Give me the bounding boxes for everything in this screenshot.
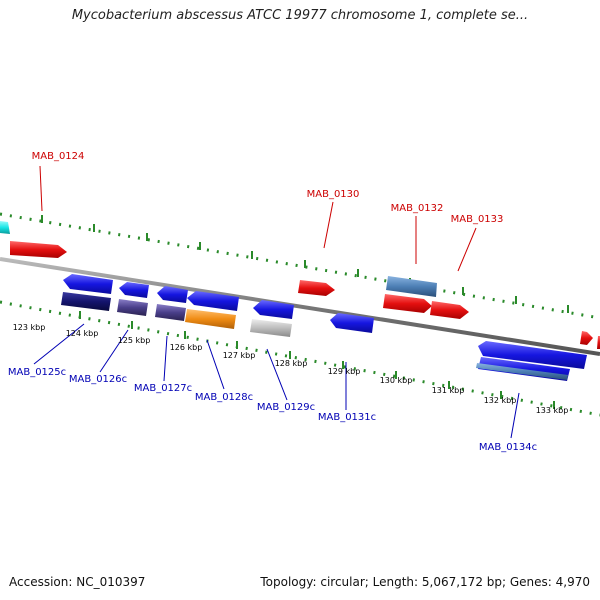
tick-label: 125 kbp [118, 336, 151, 345]
tick-label: 129 kbp [328, 367, 361, 376]
gene-label-forward[interactable]: MAB_0124 [32, 151, 85, 162]
tick-label: 124 kbp [66, 329, 99, 338]
gene-arrow-mab-0134c-steel[interactable] [476, 363, 568, 380]
gene-arrow-mab-0127c-slate[interactable] [155, 304, 186, 321]
gene-label-reverse[interactable]: MAB_0127c [134, 383, 192, 394]
gene-arrow-mab-0130[interactable] [298, 280, 335, 296]
gene-arrow-mab-0128c-orange[interactable] [185, 309, 236, 329]
gene-arrow-mab-0126c[interactable] [119, 282, 149, 298]
gene-arrow-mab-0125c-navy[interactable] [61, 292, 111, 311]
gene-arrow-right-edge-1[interactable] [580, 331, 593, 345]
tick-label: 127 kbp [223, 351, 256, 360]
gene-arrow-mab-0132-steel[interactable] [386, 276, 437, 297]
gene-label-forward[interactable]: MAB_0133 [451, 214, 504, 225]
gene-arrow-mab-0126c-slate[interactable] [117, 299, 148, 316]
reverse-track-ticks [79, 311, 555, 409]
map-title: Mycobacterium abscessus ATCC 19977 chrom… [71, 8, 529, 23]
reverse-leader-lines [33, 323, 520, 439]
tick-label: 126 kbp [170, 343, 203, 352]
gene-arrow-mab-0133[interactable] [430, 301, 469, 319]
gene-arrow-mab-0129c[interactable] [253, 300, 294, 319]
gene-arrow-mab-0127c[interactable] [157, 286, 188, 303]
tick-label: 128 kbp [275, 359, 308, 368]
gene-label-reverse[interactable]: MAB_0129c [257, 402, 315, 413]
gene-arrow-right-edge-2[interactable] [597, 336, 600, 349]
gene-arrow-mab-0132[interactable] [383, 294, 432, 313]
gene-label-reverse[interactable]: MAB_0134c [479, 442, 537, 453]
tick-label: 123 kbp [13, 323, 46, 332]
tick-label: 132 kbp [484, 396, 517, 405]
gene-label-forward[interactable]: MAB_0132 [391, 203, 444, 214]
genome-summary-text: Topology: circular; Length: 5,067,172 bp… [260, 575, 590, 589]
reverse-dotted-track [0, 300, 600, 417]
gene-arrow-mab-0125c[interactable] [63, 274, 113, 294]
gene-label-reverse[interactable]: MAB_0126c [69, 374, 127, 385]
forward-leader-lines [39, 165, 477, 272]
gene-arrow-mab-0128c[interactable] [187, 291, 239, 311]
gene-label-forward[interactable]: MAB_0130 [307, 189, 360, 200]
gene-label-reverse[interactable]: MAB_0128c [195, 392, 253, 403]
gene-arrow-mab-0129c-grey[interactable] [250, 319, 292, 337]
forward-track-ticks [41, 215, 569, 313]
gene-arrow-cyan[interactable] [0, 221, 10, 234]
accession-text: Accession: NC_010397 [9, 575, 146, 589]
tick-label: 130 kbp [380, 376, 413, 385]
tick-label: 131 kbp [432, 386, 465, 395]
gene-arrow-mab-0131c[interactable] [330, 313, 374, 333]
tick-label: 133 kbp [536, 406, 569, 415]
gene-label-reverse[interactable]: MAB_0131c [318, 412, 376, 423]
forward-dotted-track [0, 212, 600, 320]
gene-arrow-mab-0124[interactable] [10, 241, 67, 258]
gene-label-reverse[interactable]: MAB_0125c [8, 367, 66, 378]
gene-arrow-mab-0134c[interactable] [478, 341, 587, 369]
chromosome-backbone [0, 257, 600, 356]
